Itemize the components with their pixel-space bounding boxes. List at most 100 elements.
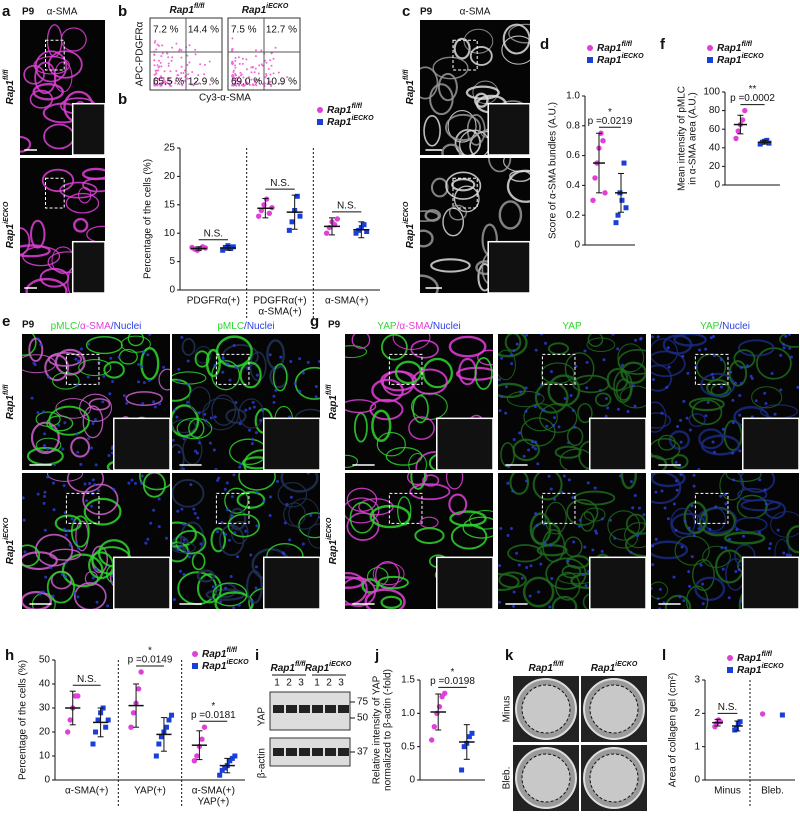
quadrant-label: 10.9 % (266, 77, 297, 88)
error-bar (618, 172, 624, 213)
tissue-ring (369, 504, 411, 529)
nucleus (552, 423, 556, 427)
nucleus (93, 483, 97, 487)
lane-label: 1 (314, 678, 320, 689)
label: P9 (22, 320, 35, 331)
nucleus (52, 508, 56, 512)
nucleus (60, 572, 64, 576)
tissue-ring (30, 421, 60, 455)
genotype-name: Rap1 (597, 43, 622, 54)
nucleus (186, 400, 190, 404)
nucleus (602, 358, 606, 362)
nucleus (237, 603, 241, 607)
micrograph (345, 473, 493, 609)
band (325, 705, 336, 713)
tissue-ring (545, 557, 587, 590)
label: P9 (22, 7, 35, 18)
nucleus (698, 348, 702, 352)
micrograph (498, 334, 646, 470)
flow-event (232, 69, 235, 72)
tissue-ring (506, 169, 530, 203)
tissue-ring (463, 28, 494, 54)
tissue-ring (786, 525, 799, 554)
nucleus (769, 542, 773, 546)
flow-event (231, 83, 234, 86)
flow-event (167, 64, 170, 67)
flow-event (264, 76, 267, 79)
data-point (602, 190, 608, 196)
nucleus (709, 336, 713, 340)
nucleus (244, 529, 248, 533)
flow-event (186, 77, 189, 80)
legend-marker (192, 651, 198, 657)
nucleus (187, 555, 191, 559)
tissue-ring (47, 351, 83, 367)
data-point (90, 741, 96, 747)
nucleus (721, 427, 725, 431)
nucleus (221, 370, 225, 374)
nucleus (178, 544, 182, 548)
tissue-ring (529, 512, 552, 545)
data-point (621, 160, 627, 166)
flow-event (175, 70, 178, 73)
nucleus (66, 529, 70, 533)
nucleus (137, 380, 141, 384)
nucleus (64, 574, 68, 578)
nucleus (298, 357, 302, 361)
nucleus (249, 553, 253, 557)
nucleus (232, 606, 236, 609)
tissue-ring (523, 403, 558, 432)
genotype-superscript: fl/fl (3, 68, 10, 80)
tissue-ring (34, 61, 57, 95)
flow-event (154, 76, 157, 79)
inset-box (452, 39, 478, 71)
nucleus (504, 385, 508, 389)
tissue-ring (172, 541, 196, 554)
tissue-ring (381, 334, 408, 361)
nucleus (180, 507, 184, 511)
genotype-name: Rap1 (737, 653, 762, 664)
tissue-ring (345, 454, 359, 468)
y-tick-label: 1 (694, 741, 700, 752)
error-bar (196, 730, 203, 761)
y-tick-label: 40 (709, 142, 721, 153)
nucleus (306, 360, 310, 364)
error-bar (761, 139, 768, 145)
tissue-ring (188, 418, 205, 439)
panel-letter: b (118, 91, 127, 108)
inset (71, 240, 105, 293)
nucleus (539, 562, 543, 566)
nucleus (282, 552, 286, 556)
flow-event (250, 66, 253, 69)
nucleus (255, 373, 259, 377)
flow-event (160, 65, 163, 68)
nucleus (213, 415, 217, 419)
nucleus (133, 481, 137, 485)
flow-event (235, 79, 238, 82)
nucleus (678, 595, 682, 599)
nucleus (735, 528, 739, 532)
tissue-ring (577, 402, 593, 424)
nucleus (238, 422, 242, 426)
band (338, 748, 349, 756)
data-point (263, 196, 270, 202)
data-point (169, 712, 175, 718)
genotype-label: Rap1iECKO (591, 661, 638, 674)
nucleus (127, 481, 131, 485)
nucleus (177, 379, 181, 383)
flow-event (231, 77, 234, 80)
nucleus (177, 450, 181, 454)
data-point (466, 734, 472, 740)
x-tick-label: Bleb. (761, 786, 784, 797)
flow-event (160, 75, 163, 78)
nucleus (768, 546, 772, 550)
nucleus (61, 447, 65, 451)
nucleus (724, 546, 728, 550)
nucleus (194, 449, 198, 453)
tissue-ring (28, 337, 44, 362)
tissue-ring (408, 416, 435, 440)
flow-event (160, 84, 163, 87)
nucleus (57, 423, 61, 427)
nucleus (43, 528, 47, 532)
channel-title: YAP/Nuclei (700, 321, 750, 332)
